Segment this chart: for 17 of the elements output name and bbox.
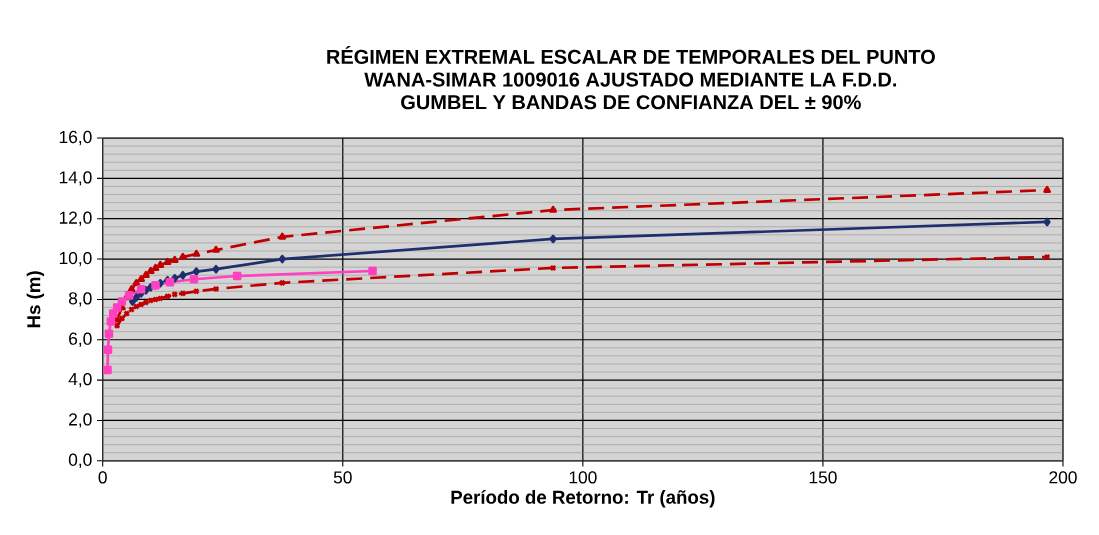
y-tick-label: 16,0 [59, 130, 92, 146]
y-tick-label: 0,0 [68, 453, 92, 469]
chart-title: RÉGIMEN EXTREMAL ESCALAR DE TEMPORALES DEL PUNTO WANA-SIMAR 1009016 AJUSTADO MEDIANTE LA F.D.D. GUMBEL Y BANDAS DE CONFIANZA DEL ± 90% [327, 46, 935, 110]
y-tick-label: 14,0 [59, 171, 92, 186]
x-tick-label: 200 [1049, 471, 1077, 484]
x-tick-label: 100 [569, 471, 597, 484]
x-axis-title: Período de Retorno: Tr (años) [451, 490, 715, 508]
y-tick-label: 10,0 [59, 251, 92, 267]
y-tick-label: 12,0 [59, 211, 92, 226]
y-tick-label: 4,0 [68, 373, 92, 388]
y-axis-title: Hs (m) [26, 271, 45, 328]
x-tick-label: 150 [809, 471, 837, 484]
y-tick-label: 2,0 [69, 413, 92, 428]
x-tick-label: 50 [333, 471, 352, 484]
x-tick-label: 0 [98, 471, 107, 484]
y-tick-label: 6,0 [69, 332, 92, 348]
y-tick-label: 8,0 [68, 292, 92, 307]
